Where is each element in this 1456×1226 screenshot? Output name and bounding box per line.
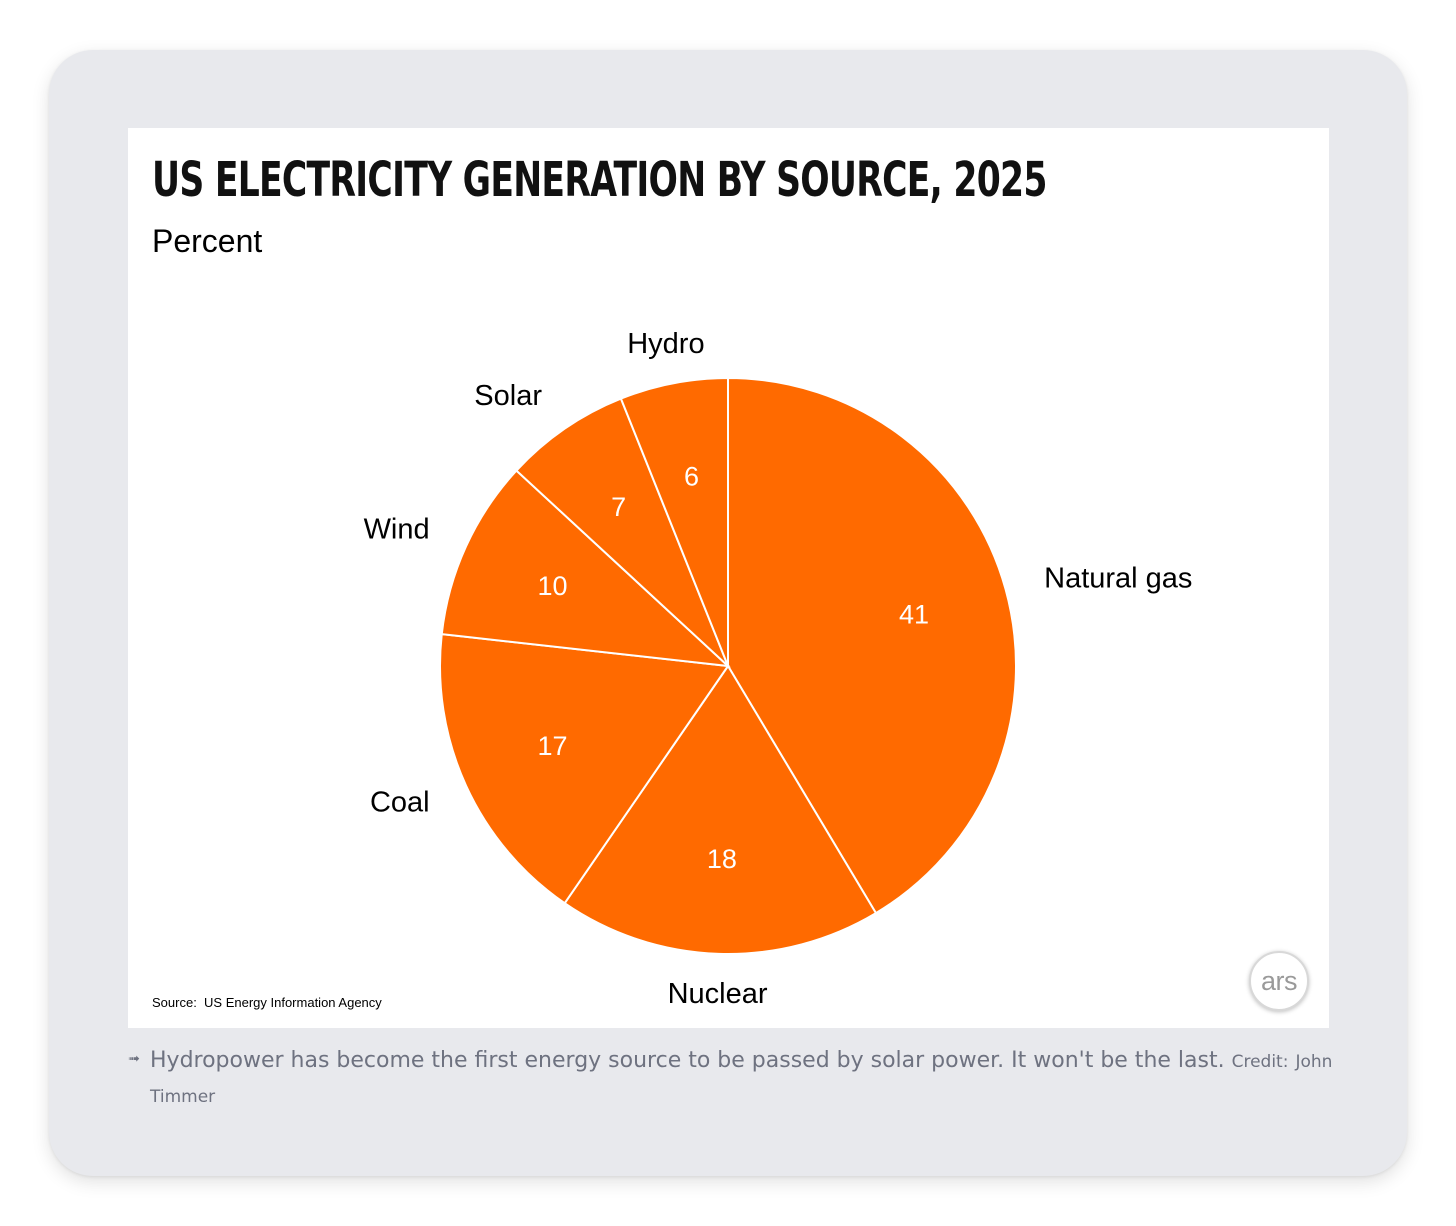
slice-value-label-coal: 17 bbox=[537, 731, 567, 761]
chart-subtitle: Percent bbox=[152, 223, 263, 259]
slice-category-label-natural-gas: Natural gas bbox=[1044, 563, 1192, 595]
slice-value-label-solar: 7 bbox=[611, 492, 626, 522]
figure-caption: ➟ Hydropower has become the first energy… bbox=[128, 1044, 1348, 1114]
slice-category-label-hydro: Hydro bbox=[627, 328, 704, 360]
slice-value-label-nuclear: 18 bbox=[707, 844, 737, 874]
caption-credit-name: John Timmer bbox=[150, 1052, 1333, 1107]
pie-slice-solar bbox=[515, 397, 729, 667]
caption-body: Hydropower has become the first energy s… bbox=[150, 1044, 1348, 1114]
slice-value-label-wind: 10 bbox=[537, 571, 567, 601]
slice-category-label-wind: Wind bbox=[364, 514, 430, 546]
pie-chart: 41 Natural gas 18 Nuclear 17 Coal 10 Wind 7 Solar… bbox=[364, 328, 1193, 1010]
caption-credit-label: Credit: bbox=[1231, 1052, 1289, 1072]
caption-text: Hydropower has become the first energy s… bbox=[150, 1048, 1225, 1073]
pie-slice-coal bbox=[439, 632, 730, 905]
pie-slice-nuclear bbox=[563, 664, 878, 955]
slice-category-label-coal: Coal bbox=[370, 786, 430, 818]
pie-slice-hydro bbox=[619, 376, 729, 667]
chart-figure: US Electricity Generation by Source, 202… bbox=[128, 128, 1329, 1028]
slice-category-label-solar: Solar bbox=[474, 380, 542, 412]
pie-slice-wind bbox=[440, 469, 731, 668]
chart-title: US Electricity Generation by Source, 202… bbox=[152, 152, 1047, 208]
slice-value-label-natural-gas: 41 bbox=[899, 600, 929, 630]
source-note: Source: US Energy Information Agency bbox=[152, 995, 382, 1010]
pie-slice-natural-gas bbox=[727, 376, 1017, 915]
slice-value-label-hydro: 6 bbox=[684, 462, 699, 492]
ars-logo: ars bbox=[1249, 951, 1309, 1011]
slice-category-label-nuclear: Nuclear bbox=[668, 978, 768, 1010]
figure-card: US Electricity Generation by Source, 202… bbox=[49, 50, 1407, 1176]
arrow-right-icon: ➟ bbox=[128, 1051, 140, 1067]
